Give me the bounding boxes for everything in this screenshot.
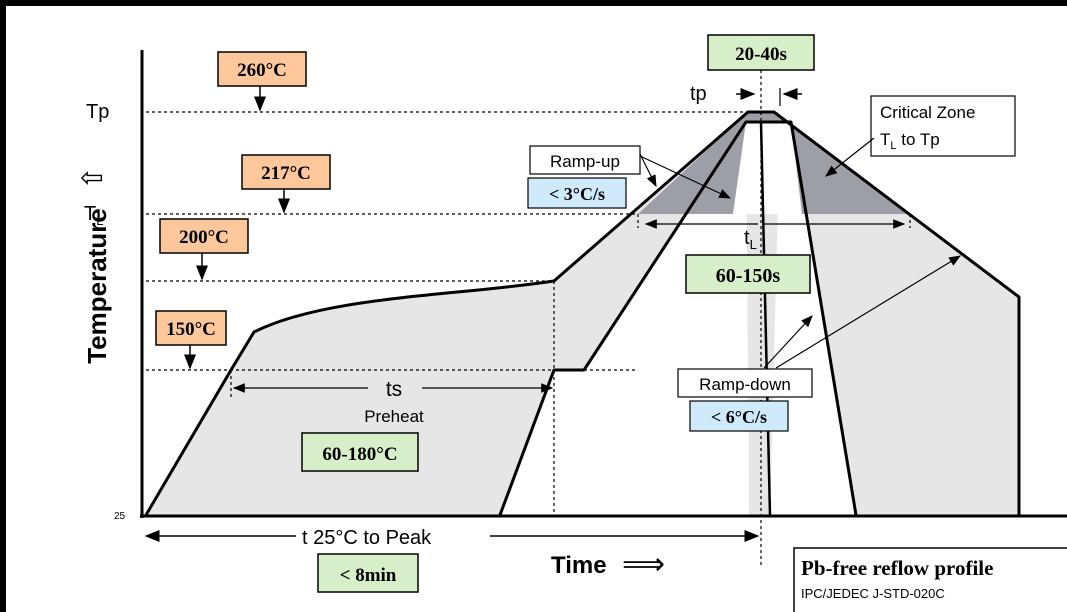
ramp-down-rate-box: < 6°C/s: [689, 400, 789, 432]
ts-marker-label: ts: [386, 378, 402, 401]
tl-axis-label: TL: [84, 203, 103, 228]
svg-text:Ramp-down: Ramp-down: [699, 375, 791, 394]
critical-zone-region: [638, 112, 910, 214]
svg-text:60-180°C: 60-180°C: [322, 444, 397, 465]
temp-box-217: 217°C: [241, 154, 331, 214]
y-axis-label: Temperature: [82, 208, 112, 364]
svg-text:200°C: 200°C: [179, 227, 229, 248]
svg-text:< 6°C/s: < 6°C/s: [711, 407, 767, 427]
tp-marker-label: tp: [690, 83, 707, 105]
svg-text:Critical Zone: Critical Zone: [880, 103, 975, 122]
ramp-up-rate-box: < 3°C/s: [527, 177, 627, 209]
svg-text:260°C: 260°C: [237, 60, 287, 81]
temp-box-150: 150°C: [155, 310, 227, 370]
inner-white-region: [500, 122, 856, 515]
legend-subtitle: IPC/JEDEC J-STD-020C: [801, 586, 945, 601]
tl-marker-label: tL: [744, 227, 757, 252]
reference-lines: [146, 64, 911, 566]
preheat-range-box: 60-180°C: [301, 432, 419, 472]
tp-axis-label: Tp: [86, 101, 109, 123]
ramp-up-callout: Ramp-up: [529, 145, 732, 199]
svg-text:150°C: 150°C: [166, 319, 216, 340]
total-time-box: < 8min: [317, 553, 419, 593]
svg-text:60-150s: 60-150s: [716, 265, 781, 287]
legend-box: Pb-free reflow profile IPC/JEDEC J-STD-0…: [793, 547, 1067, 612]
svg-text:TL to Tp: TL to Tp: [880, 130, 940, 152]
total-span-label: t 25°C to Peak: [302, 527, 432, 549]
origin-label: 25: [114, 511, 126, 522]
critical-zone-callout: Critical Zone TL to Tp: [825, 95, 1016, 177]
peak-time-box: 20-40s: [707, 34, 815, 71]
preheat-label: Preheat: [364, 407, 424, 426]
legend-title: Pb-free reflow profile: [801, 556, 993, 580]
svg-text:217°C: 217°C: [261, 163, 311, 184]
x-axis-arrow-icon: ⟹: [622, 548, 665, 581]
diagram-canvas: Temperature ⇧ Time ⟹ Tp TL 25 260°C 217°…: [77, 34, 1067, 612]
svg-text:< 8min: < 8min: [340, 565, 397, 586]
temp-box-260: 260°C: [217, 51, 307, 112]
inner-profile-line: [498, 120, 858, 516]
peak-plateau-line: [759, 121, 772, 516]
svg-text:20-40s: 20-40s: [735, 44, 787, 65]
temp-box-200: 200°C: [159, 218, 249, 281]
y-axis-arrow-icon: ⇧: [77, 166, 108, 189]
tl-time-box: 60-150s: [685, 254, 811, 294]
svg-text:Ramp-up: Ramp-up: [550, 152, 620, 171]
reflow-profile-diagram: Temperature ⇧ Time ⟹ Tp TL 25 260°C 217°…: [6, 6, 1067, 612]
x-axis-label: Time: [551, 552, 607, 579]
svg-text:< 3°C/s: < 3°C/s: [549, 184, 605, 204]
ramp-down-callout: Ramp-down: [677, 255, 962, 398]
